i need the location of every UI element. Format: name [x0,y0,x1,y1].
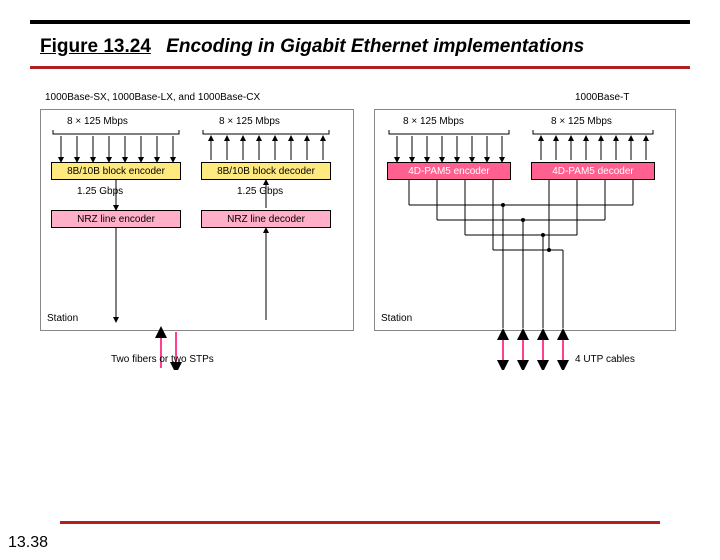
right-rate-1: 8 × 125 Mbps [403,116,464,127]
red-rule-top [30,66,690,69]
block-4dpam5-encoder: 4D-PAM5 encoder [387,162,511,180]
block-8b10b-encoder: 8B/10B block encoder [51,162,181,180]
red-rule-footer [60,521,660,524]
right-rate-2: 8 × 125 Mbps [551,116,612,127]
block-4dpam5-decoder: 4D-PAM5 decoder [531,162,655,180]
block-nrz-decoder: NRZ line decoder [201,210,331,228]
left-mid-rate-2: 1.25 Gbps [237,186,283,197]
figure-title-row: Figure 13.24 Encoding in Gigabit Etherne… [40,36,690,58]
right-panel-title: 1000Base-T [575,92,629,103]
figure-label: Figure 13.24 [40,36,151,57]
block-nrz-encoder: NRZ line encoder [51,210,181,228]
diagram-content: 1000Base-SX, 1000Base-LX, and 1000Base-C… [40,109,680,331]
page-number: 13.38 [8,534,48,552]
block-8b10b-decoder: 8B/10B block decoder [201,162,331,180]
right-panel-svg [375,110,675,370]
left-panel-svg [41,110,353,370]
left-panel-title: 1000Base-SX, 1000Base-LX, and 1000Base-C… [45,92,260,103]
left-cable-label: Two fibers or two STPs [111,354,214,365]
left-rate-2: 8 × 125 Mbps [219,116,280,127]
right-station-label: Station [381,313,412,324]
left-mid-rate-1: 1.25 Gbps [77,186,123,197]
left-rate-1: 8 × 125 Mbps [67,116,128,127]
right-cable-label: 4 UTP cables [575,354,635,365]
right-panel: 1000Base-T 8 × 125 Mbps 8 × 125 Mbps 4D-… [374,109,676,331]
left-station-label: Station [47,313,78,324]
left-panel: 1000Base-SX, 1000Base-LX, and 1000Base-C… [40,109,354,331]
figure-caption: Encoding in Gigabit Ethernet implementat… [166,36,584,57]
top-rule [30,20,690,24]
